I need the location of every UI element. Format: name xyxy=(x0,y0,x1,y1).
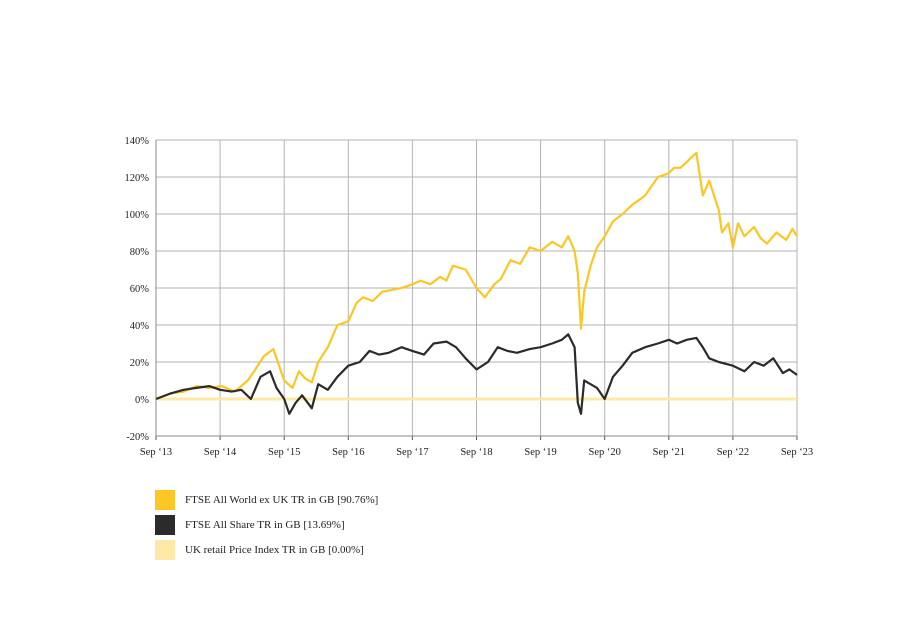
x-tick-label: Sep ‘15 xyxy=(268,447,300,458)
y-tick-label: 100% xyxy=(125,210,150,221)
legend-item-ftse-all-world: FTSE All World ex UK TR in GB [90.76%] xyxy=(155,490,378,510)
x-tick-label: Sep ‘22 xyxy=(717,447,749,458)
x-tick-label: Sep ‘16 xyxy=(332,447,364,458)
x-tick-label: Sep ‘17 xyxy=(396,447,428,458)
legend-swatch-ftse-all-share xyxy=(155,515,175,535)
y-tick-label: 40% xyxy=(130,321,150,332)
legend-item-uk-rpi: UK retail Price Index TR in GB [0.00%] xyxy=(155,540,378,560)
y-tick-label: 140% xyxy=(125,136,150,147)
legend-swatch-ftse-all-world xyxy=(155,490,175,510)
legend-label-ftse-all-share: FTSE All Share TR in GB [13.69%] xyxy=(185,519,345,531)
y-tick-label: 20% xyxy=(130,358,150,369)
x-tick-label: Sep ‘21 xyxy=(653,447,685,458)
x-tick-label: Sep ‘20 xyxy=(589,447,621,458)
axes: -20% 0% 20% 40% 60% 80% 100% 120% 140% Sep ‘13 Sep… xyxy=(125,136,814,458)
y-tick-label: 60% xyxy=(130,284,150,295)
x-tick-label: Sep ‘19 xyxy=(524,447,556,458)
y-tick-label: 120% xyxy=(125,173,150,184)
x-tick-label: Sep ‘13 xyxy=(140,447,172,458)
series-lines xyxy=(155,151,798,415)
legend-item-ftse-all-share: FTSE All Share TR in GB [13.69%] xyxy=(155,515,378,535)
x-tick-label: Sep ‘14 xyxy=(204,447,237,458)
legend-label-ftse-all-world: FTSE All World ex UK TR in GB [90.76%] xyxy=(185,494,379,506)
legend-swatch-uk-rpi xyxy=(155,540,175,560)
series-line-ftse-all-world xyxy=(155,151,798,401)
x-tick-label: Sep ‘18 xyxy=(460,447,492,458)
y-tick-label: 0% xyxy=(135,395,149,406)
legend: FTSE All World ex UK TR in GB [90.76%] F… xyxy=(155,490,378,565)
y-tick-label: -20% xyxy=(126,432,149,443)
x-tick-label: Sep ‘23 xyxy=(781,447,813,458)
y-tick-label: 80% xyxy=(130,247,150,258)
series-line-ftse-all-share xyxy=(155,333,798,415)
legend-label-uk-rpi: UK retail Price Index TR in GB [0.00%] xyxy=(185,544,364,556)
